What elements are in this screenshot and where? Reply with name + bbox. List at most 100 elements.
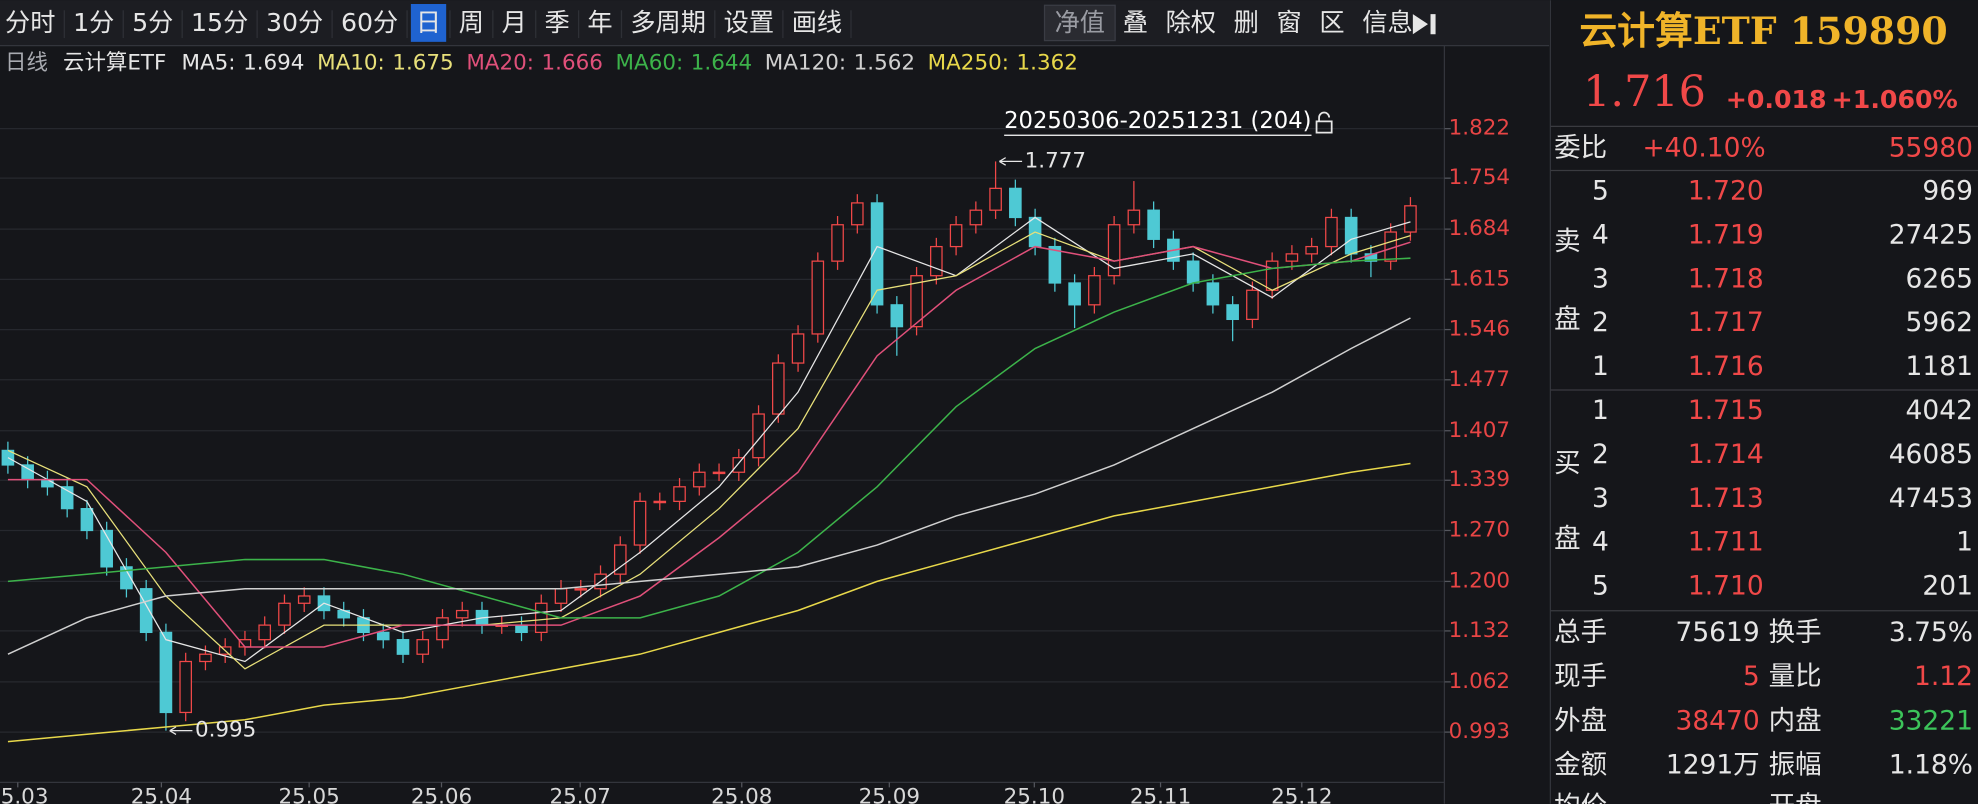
book-level: 4 bbox=[1592, 219, 1609, 250]
extreme-arrow bbox=[169, 726, 193, 735]
book-volume: 46085 bbox=[1889, 439, 1973, 470]
book-volume: 47453 bbox=[1889, 483, 1973, 514]
candle-body bbox=[515, 624, 528, 634]
book-side-label: 盘 bbox=[1554, 524, 1581, 555]
stat-label: 均价 bbox=[1554, 791, 1607, 804]
ma-line bbox=[7, 241, 1411, 648]
candle-body bbox=[41, 478, 54, 488]
x-tick-label: 25.10 bbox=[1004, 784, 1065, 804]
stat-value: 33221 bbox=[1889, 705, 1973, 736]
book-price: 1.716 bbox=[1688, 351, 1764, 382]
toolbar-button[interactable]: 信息 bbox=[1362, 8, 1412, 37]
y-tick-label: 1.477 bbox=[1449, 367, 1510, 392]
toolbar-button[interactable]: 日 bbox=[416, 8, 441, 37]
book-price: 1.717 bbox=[1688, 307, 1764, 338]
toolbar-bg bbox=[0, 0, 1550, 46]
toolbar-button[interactable]: 叠 bbox=[1123, 8, 1148, 37]
stat-label: 外盘 bbox=[1554, 705, 1607, 736]
toolbar-button[interactable]: 画线 bbox=[792, 8, 842, 37]
book-label: 委比 bbox=[1554, 133, 1607, 164]
book-side-label: 买 bbox=[1554, 448, 1581, 479]
candle-body bbox=[1305, 245, 1318, 255]
candle-body bbox=[1, 449, 15, 466]
candle-body bbox=[1068, 282, 1081, 306]
candle-body bbox=[969, 209, 983, 226]
book-level: 3 bbox=[1592, 483, 1609, 514]
book-level: 3 bbox=[1592, 263, 1609, 294]
x-tick-label: 25.07 bbox=[549, 784, 610, 804]
x-tick-label: 25.04 bbox=[131, 784, 192, 804]
candle-body bbox=[1404, 205, 1417, 233]
ma-line bbox=[7, 462, 1411, 743]
candle-body bbox=[633, 500, 647, 546]
toolbar-button[interactable]: 净值 bbox=[1055, 8, 1105, 37]
toolbar-button[interactable]: 1分 bbox=[73, 8, 114, 37]
toolbar-button[interactable]: 删 bbox=[1234, 8, 1259, 37]
book-volume: 6265 bbox=[1906, 263, 1973, 294]
toolbar-button[interactable]: 设置 bbox=[724, 8, 774, 37]
toolbar-button[interactable]: 区 bbox=[1319, 8, 1344, 37]
book-price: 1.710 bbox=[1688, 571, 1764, 602]
toolbar-button[interactable]: 季 bbox=[545, 8, 570, 37]
candle-body bbox=[60, 486, 74, 510]
book-price: 1.713 bbox=[1688, 483, 1764, 514]
candle-body bbox=[436, 617, 449, 641]
y-tick-label: 1.546 bbox=[1449, 317, 1510, 342]
candle-body bbox=[554, 588, 568, 604]
candle-body bbox=[120, 566, 133, 590]
toolbar-button[interactable]: 15分 bbox=[191, 8, 248, 37]
toolbar-button[interactable]: 多周期 bbox=[630, 8, 706, 37]
book-price: 1.715 bbox=[1688, 395, 1764, 426]
candle-body bbox=[1009, 187, 1022, 219]
toolbar-button[interactable]: 30分 bbox=[266, 8, 323, 37]
quote-change: +0.018 bbox=[1726, 85, 1827, 114]
candle-body bbox=[910, 275, 923, 328]
toolbar-button[interactable]: 60分 bbox=[341, 8, 398, 37]
book-volume: 4042 bbox=[1906, 395, 1973, 426]
candle-body bbox=[574, 588, 588, 591]
stat-label: 现手 bbox=[1554, 661, 1607, 692]
candle-body bbox=[1147, 209, 1160, 240]
candle-body bbox=[416, 639, 430, 655]
candle-body bbox=[870, 202, 884, 306]
toolbar-button[interactable]: 周 bbox=[459, 8, 484, 37]
x-tick-label: 25.03 bbox=[0, 784, 48, 804]
book-volume: 1181 bbox=[1906, 351, 1973, 382]
candle-body bbox=[1206, 282, 1220, 306]
y-tick-label: 1.407 bbox=[1449, 418, 1510, 443]
candle-body bbox=[199, 653, 212, 663]
book-level: 2 bbox=[1592, 307, 1609, 338]
lock-icon bbox=[1315, 111, 1333, 134]
candle-body bbox=[1048, 245, 1062, 284]
stat-value: 38470 bbox=[1675, 705, 1759, 736]
stat-value: 1291万 bbox=[1666, 749, 1760, 780]
book-level: 2 bbox=[1592, 439, 1609, 470]
candle-body bbox=[673, 486, 686, 502]
y-tick-label: 1.615 bbox=[1449, 266, 1510, 291]
candle-body bbox=[21, 464, 34, 481]
book-side-label: 卖 bbox=[1554, 226, 1581, 257]
book-diff: 55980 bbox=[1889, 133, 1973, 164]
toolbar-button[interactable]: 窗 bbox=[1277, 8, 1302, 37]
toolbar-button[interactable]: 分时 bbox=[5, 8, 55, 37]
legend-name: MA60: bbox=[616, 50, 684, 75]
x-tick-label: 25.11 bbox=[1130, 784, 1191, 804]
toolbar-button[interactable]: 5分 bbox=[132, 8, 173, 37]
candle-body bbox=[396, 639, 410, 655]
stat-label: 金额 bbox=[1554, 749, 1607, 780]
active-tab-bg bbox=[410, 4, 447, 42]
candle-body bbox=[455, 609, 469, 619]
collapse-icon[interactable] bbox=[1412, 14, 1436, 35]
candle-body bbox=[811, 260, 825, 335]
candle-body bbox=[1364, 253, 1378, 262]
candle-body bbox=[1246, 289, 1259, 321]
candle-body bbox=[1186, 260, 1200, 284]
stat-value: 1.12 bbox=[1914, 661, 1973, 692]
toolbar-button[interactable]: 年 bbox=[587, 8, 612, 37]
toolbar-button[interactable]: 除权 bbox=[1166, 8, 1216, 37]
legend-value: 1.675 bbox=[392, 50, 453, 75]
toolbar-button[interactable]: 月 bbox=[502, 8, 527, 37]
